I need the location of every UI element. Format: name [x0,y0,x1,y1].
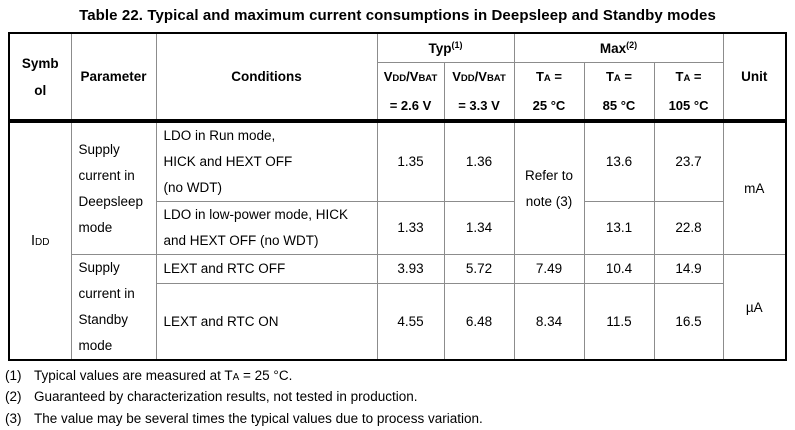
v-symbol: V [452,69,461,84]
t-symbol: T [535,69,544,84]
col-header-symbol: Symbol [8,32,72,123]
col-header-parameter: Parameter [70,32,157,123]
footnote-marker: (2) [5,389,22,405]
symbol-idd-cell: IDD [8,120,72,361]
typ-label: Typ [428,40,452,56]
current-consumption-table: Symbol Parameter Conditions Typ(1) Max(2… [8,32,788,361]
max-25c-refer-note-cell: Refer to note (3) [513,120,585,255]
i-symbol: I [31,233,36,249]
parameter-standby-cell: Supply current in Standby mode [70,254,157,361]
col-header-unit: Unit [722,32,787,123]
footnote-marker: (3) [5,410,22,426]
temperature-value: 105 °C [668,98,709,113]
max-25c-value: 8.34 [513,283,585,361]
temperature-value: 85 °C [602,98,636,113]
col-header-ta-105: TA = 105 °C [653,62,724,123]
max-25c-value: 7.49 [513,253,585,285]
footnote-text: Typical values are measured at TA = 25 °… [34,368,293,383]
col-header-vdd-3v3: VDD/VBAT = 3.3 V [443,62,515,123]
t-symbol: T [675,69,684,84]
temperature-value: 25 °C [532,98,566,113]
equals-sign: = [550,69,563,84]
vdd-subscript: DD [460,73,475,84]
col-group-max: Max(2) [513,32,724,63]
conditions-cell: LEXT and RTC ON [155,283,378,361]
footnote-text: Guaranteed by characterization results, … [34,389,418,405]
voltage-value: = 3.3 V [458,98,500,113]
unit-ua-cell: µA [722,254,787,361]
col-group-typ: Typ(1) [376,32,515,63]
table-row: Supply current in Standby mode LEXT and … [9,253,787,361]
max-105c-value: 16.5 [653,283,724,361]
max-footnote-ref: (2) [626,39,638,50]
col-header-ta-25: TA = 25 °C [513,62,585,123]
ta-subscript: A [543,73,551,84]
equals-sign: = [690,69,702,84]
t-symbol: T [605,69,614,84]
idd-subscript: DD [35,237,50,248]
typ-3v3-value: 6.48 [443,283,515,361]
max-label: Max [599,40,627,56]
col-header-ta-85: TA = 85 °C [583,62,655,123]
vbat-subscript: BAT [418,73,438,84]
footnote-2: (2) Guaranteed by characterization resul… [5,387,795,408]
footnote-3: (3) The value may be several times the t… [5,409,795,430]
vbat-subscript: BAT [486,73,506,84]
header-row-groups: Symbol Parameter Conditions Typ(1) Max(2… [8,32,787,123]
table-row: LEXT and RTC ON 4.55 6.48 8.34 11.5 16.5 [9,283,786,361]
typ-3v3-value: 5.72 [443,253,515,285]
header-row-subcolumns: VDD/VBAT = 2.6 V VDD/VBAT = 3.3 V TA = 2… [9,62,786,123]
equals-sign: = [620,69,633,84]
conditions-cell: LDO in Run mode, HICK and HEXT OFF (no W… [155,120,378,202]
parameter-deepsleep-cell: Supply current in Deepsleep mode [70,120,157,255]
max-105c-value: 22.8 [653,201,724,255]
v-symbol: V [383,69,393,84]
footnote-text: The value may be several times the typic… [34,410,483,426]
typ-2v6-value: 4.55 [376,283,445,361]
max-85c-value: 11.5 [583,283,655,361]
typ-2v6-value: 1.35 [376,120,445,202]
vdd-subscript: DD [392,73,407,84]
typ-footnote-ref: (1) [451,39,463,50]
conditions-cell: LDO in low-power mode, HICK and HEXT OFF… [155,201,378,255]
ta-subscript: A [683,73,691,84]
footnote-1: (1) Typical values are measured at TA = … [5,366,795,387]
voltage-value: = 2.6 V [389,98,432,113]
footnote-marker: (1) [5,368,22,383]
col-header-conditions: Conditions [155,32,378,123]
v-symbol: /V [474,69,487,84]
typ-3v3-value: 1.34 [443,201,515,255]
footnotes: (1) Typical values are measured at TA = … [5,366,795,430]
max-85c-value: 10.4 [583,253,655,285]
col-header-symbol-label: Symbol [21,55,59,98]
typ-2v6-value: 3.93 [376,253,445,285]
max-85c-value: 13.6 [583,120,655,202]
table-caption: Table 22. Typical and maximum current co… [79,7,716,24]
typ-3v3-value: 1.36 [443,120,515,202]
ta-subscript: A [613,73,621,84]
ta-subscript: A [232,372,240,383]
v-symbol: /V [406,69,419,84]
typ-2v6-value: 1.33 [376,201,445,255]
max-105c-value: 14.9 [653,253,724,285]
max-85c-value: 13.1 [583,201,655,255]
table-row: IDD Supply current in Deepsleep mode LDO… [8,120,787,361]
col-header-vdd-2v6: VDD/VBAT = 2.6 V [376,62,445,123]
unit-ma-cell: mA [722,120,787,255]
max-105c-value: 23.7 [653,120,724,202]
table-row: LDO in low-power mode, HICK and HEXT OFF… [9,201,786,255]
conditions-cell: LEXT and RTC OFF [155,253,378,285]
